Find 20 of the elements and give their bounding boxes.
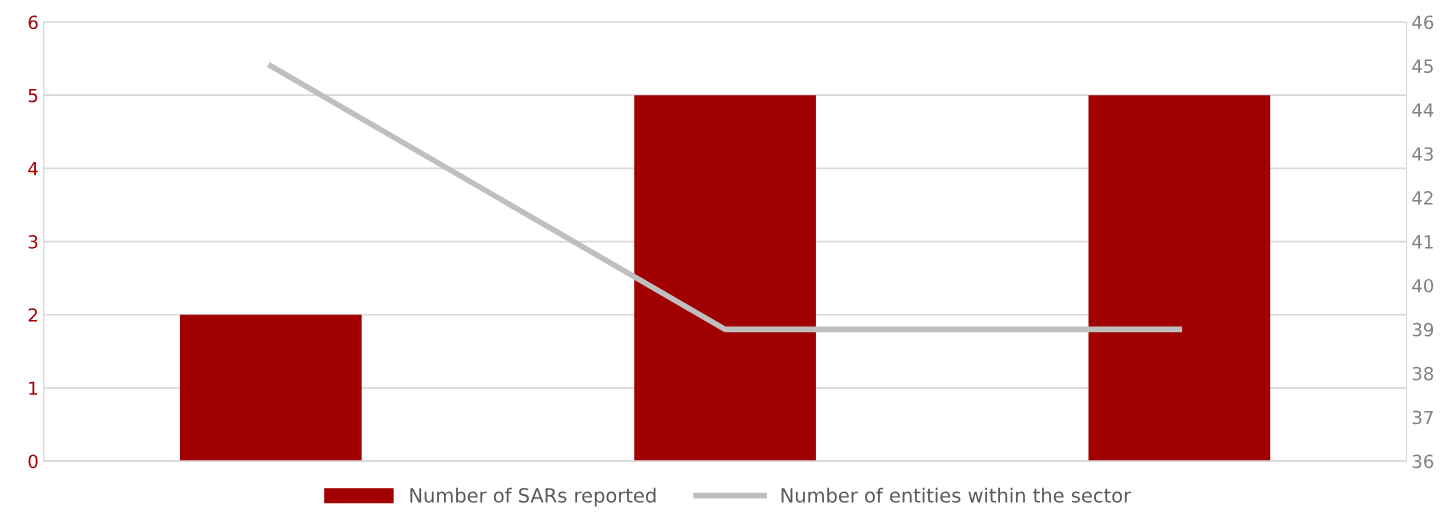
y2-tick-label: 46: [1412, 15, 1434, 30]
y2-tick-label: 40: [1412, 278, 1434, 293]
y-tick-label: 1: [29, 381, 38, 395]
y-tick-label: 0: [28, 454, 38, 469]
y2-tick-label: 36: [1412, 454, 1434, 469]
y-tick-label: 6: [28, 15, 38, 30]
y2-tick-label: 41: [1412, 235, 1433, 249]
y2-tick-label: 45: [1412, 59, 1433, 74]
y-tick-label: 3: [28, 235, 38, 249]
legend-label: Number of SARs reported: [410, 487, 656, 507]
y-tick-label: 2: [28, 308, 38, 322]
y2-tick-label: 43: [1412, 147, 1433, 161]
y2-tick-label: 42: [1412, 191, 1433, 205]
y2-tick-label: 39: [1412, 322, 1434, 337]
y-tick-label: 5: [28, 88, 38, 103]
y-tick-label: 4: [28, 162, 38, 176]
y2-tick-label: 44: [1412, 103, 1434, 117]
y2-tick-label: 37: [1412, 410, 1433, 425]
y2-tick-label: 38: [1412, 366, 1434, 381]
legend-label: Number of entities within the sector: [781, 487, 1132, 503]
